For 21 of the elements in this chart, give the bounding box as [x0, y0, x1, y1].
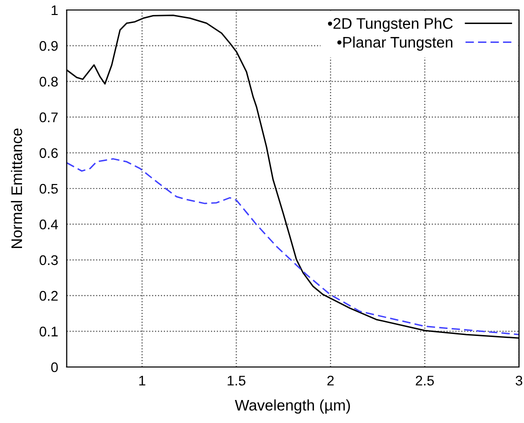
x-axis-title: Wavelength (µm): [234, 399, 350, 414]
y-tick-label: 1: [52, 5, 58, 16]
y-tick-label: 0.5: [40, 184, 58, 194]
y-tick-label: 0.8: [40, 76, 58, 87]
y-tick-label: 0: [51, 362, 58, 372]
y-tick-label: 0.1: [40, 326, 58, 336]
y-tick-label: 0.3: [40, 255, 58, 266]
y-tick-label: 0.9: [40, 41, 58, 51]
legend-label: •Planar Tungsten: [337, 36, 452, 51]
line-series: [66, 158, 519, 336]
legend-label: •2D Tungsten PhC: [328, 18, 453, 32]
x-tick-label: 2: [327, 376, 334, 386]
y-axis-title: Normal Emittance: [10, 128, 22, 248]
x-tick-label: 1: [139, 376, 146, 386]
x-tick-label: 3: [516, 376, 522, 386]
y-tick-label: 0.6: [40, 148, 58, 158]
y-tick-label: 0.2: [40, 290, 58, 301]
x-tick-label: 2.5: [416, 376, 434, 386]
y-tick-label: 0.7: [40, 112, 58, 122]
y-tick-label: 0.4: [40, 220, 58, 230]
x-tick-label: 1.5: [228, 376, 246, 386]
